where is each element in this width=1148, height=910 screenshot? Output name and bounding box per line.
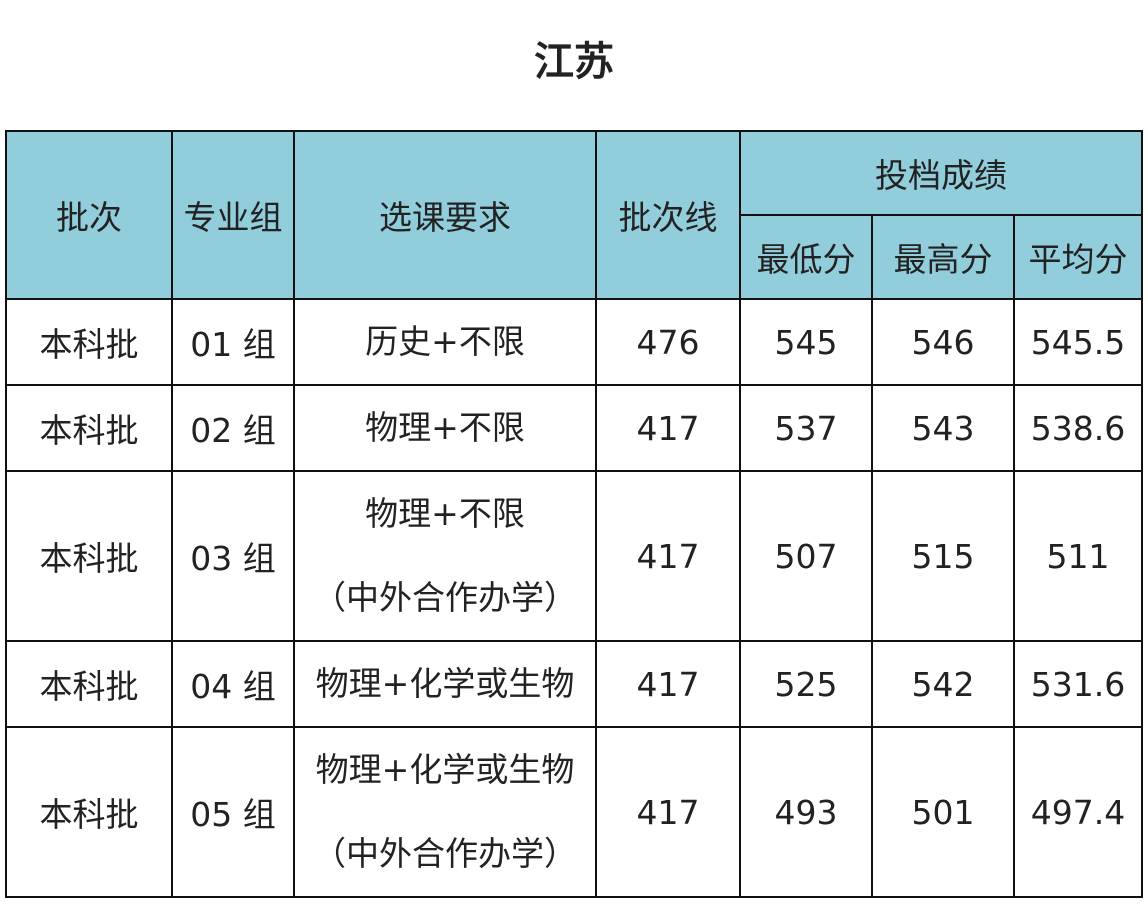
header-cell: 专业组: [171, 130, 295, 300]
cell-line: 历史+不限: [365, 322, 525, 361]
table-cell: 545.5: [1012, 298, 1144, 386]
table-cell: 511: [1012, 470, 1144, 642]
table-cell: 本科批: [5, 470, 173, 642]
table-cell: 本科批: [5, 640, 173, 728]
table-cell: 本科批: [5, 298, 173, 386]
table-cell: 417: [595, 470, 741, 642]
header-cell: 批次: [5, 130, 173, 300]
header-cell: 选课要求: [293, 130, 597, 300]
table-cell: 05 组: [171, 726, 295, 898]
cell-line: 物理+化学或生物: [315, 750, 575, 789]
table-cell: 525: [739, 640, 873, 728]
table-cell: 本科批: [5, 726, 173, 898]
table-row: 本科批 03 组 物理+不限 （中外合作办学） 417 507 515 511: [5, 470, 1144, 642]
header-cell: 最低分: [739, 214, 873, 300]
table-cell: 历史+不限: [293, 298, 597, 386]
cell-line: 物理+不限: [365, 494, 525, 533]
table-cell: 515: [871, 470, 1015, 642]
table-cell: 本科批: [5, 384, 173, 472]
table-cell: 417: [595, 384, 741, 472]
table-cell: 物理+化学或生物 （中外合作办学）: [293, 726, 597, 898]
table-cell: 497.4: [1012, 726, 1144, 898]
score-table: 批次 专业组 选课要求 批次线 投档成绩 最低分 最高分 平均分 本科批 01 组…: [5, 130, 1144, 898]
table-cell: 01 组: [171, 298, 295, 386]
table-row: 本科批 05 组物理+化学或生物 （中外合作办学） 417 493 501 497.4: [5, 726, 1144, 898]
title: 江苏: [534, 39, 614, 85]
table-cell: 543: [871, 384, 1015, 472]
table-cell: 476: [595, 298, 741, 386]
cell-line: （中外合作办学）: [313, 834, 577, 873]
table-cell: 417: [595, 726, 741, 898]
table-cell: 物理+不限: [293, 384, 597, 472]
table-cell: 546: [871, 298, 1015, 386]
table-row: 本科批 02 组 物理+不限 417 537 543 538.6: [5, 384, 1144, 472]
table-cell: 545: [739, 298, 873, 386]
table-cell: 538.6: [1012, 384, 1144, 472]
cell-line: 物理+不限: [365, 408, 525, 447]
table-cell: 542: [871, 640, 1015, 728]
header-cell: 最高分: [871, 214, 1015, 300]
header-cell: 批次线: [595, 130, 741, 300]
cell-line: 物理+化学或生物: [315, 664, 575, 703]
table-cell: 493: [739, 726, 873, 898]
table-cell: 507: [739, 470, 873, 642]
table-cell: 501: [871, 726, 1015, 898]
table-cell: 531.6: [1012, 640, 1144, 728]
table-cell: 物理+不限 （中外合作办学）: [293, 470, 597, 642]
table-cell: 537: [739, 384, 873, 472]
cell-line: （中外合作办学）: [313, 578, 577, 617]
header-cell: 投档成绩: [738, 130, 1144, 216]
table-cell: 04 组: [171, 640, 295, 728]
table-cell: 417: [595, 640, 741, 728]
table-row: 本科批 01 组 历史+不限 476 545 546 545.5: [5, 298, 1144, 386]
table-cell: 物理+化学或生物: [293, 640, 597, 728]
table-row: 本科批 04 组物理+化学或生物 417 525 542 531.6: [5, 640, 1144, 728]
table-header: 批次 专业组 选课要求 批次线 投档成绩 最低分 最高分 平均分: [5, 130, 1144, 300]
table-body: 本科批 01 组历史+不限 476 545 546 545.5 本科批 02 组物理+不限 41…: [5, 298, 1144, 898]
table-cell: 02 组: [171, 384, 295, 472]
table-cell: 03 组: [171, 470, 295, 642]
header-cell: 平均分: [1012, 214, 1144, 300]
